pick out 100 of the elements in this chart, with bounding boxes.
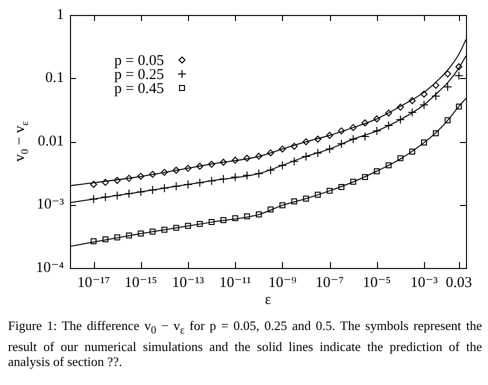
point: [195, 178, 204, 188]
x-tick-label: 10⁻¹⁷: [77, 274, 110, 291]
point: [196, 220, 203, 227]
point: [408, 97, 416, 104]
point: [256, 211, 262, 218]
point: [267, 149, 274, 156]
point: [207, 176, 216, 186]
point: [303, 196, 309, 202]
point: [136, 187, 146, 196]
point: [302, 152, 311, 162]
point: [350, 178, 356, 185]
point: [432, 130, 439, 136]
point: [185, 222, 191, 229]
point: [290, 142, 298, 150]
y-tick-label: 0.1: [45, 70, 64, 86]
x-axis-title: ε: [264, 292, 272, 308]
point: [408, 108, 417, 117]
point: [420, 90, 428, 98]
x-tick-label: 10⁻¹¹: [219, 274, 252, 291]
point: [373, 115, 380, 122]
point: [255, 152, 262, 160]
y-axis-title: v0 − vε: [12, 120, 31, 162]
point: [138, 230, 144, 236]
point: [326, 188, 333, 194]
x-tick-label: 10⁻⁹: [268, 274, 296, 291]
point: [90, 180, 98, 188]
point: [362, 119, 369, 126]
point: [266, 166, 276, 175]
point: [126, 232, 132, 238]
x-tick-label: 10⁻⁵: [362, 274, 391, 291]
point: [150, 228, 156, 235]
caption: Figure 1: The difference v$_{0}$ − v$_{ε}$ for p = 0.05, 0.25 and 0.5. The symbols represent the result of our numerical simulations and the solid lines indicate the prediction of the analysis of section ??.: [8, 318, 482, 369]
point: [102, 236, 108, 242]
point: [420, 100, 429, 110]
point: [90, 238, 97, 244]
point: [360, 132, 370, 141]
point: [409, 148, 416, 155]
point: [268, 206, 274, 212]
point: [126, 174, 132, 182]
point: [149, 170, 156, 178]
point: [100, 192, 110, 202]
point: [338, 127, 345, 134]
point: [242, 170, 252, 180]
point: [279, 202, 286, 208]
point: [232, 156, 239, 164]
point: [456, 104, 462, 110]
point: [397, 155, 404, 162]
point: [148, 186, 158, 195]
point: [232, 215, 238, 222]
point: [362, 174, 368, 180]
point: [196, 162, 204, 170]
point: [161, 226, 168, 233]
point: [137, 172, 144, 180]
point: [173, 224, 180, 231]
point: [455, 63, 462, 70]
point: [114, 234, 120, 240]
point: [278, 160, 287, 170]
point: [421, 140, 428, 146]
point: [454, 71, 464, 80]
legend-label: p = 0.45: [114, 81, 164, 97]
point: [326, 132, 334, 139]
point: [112, 191, 122, 200]
point: [374, 168, 380, 174]
x-tick-label: 10⁻³: [410, 274, 438, 291]
point: [313, 148, 322, 158]
point: [350, 124, 357, 132]
point: [444, 70, 452, 78]
point: [314, 136, 322, 143]
legend-label: p = 0.05: [114, 53, 164, 69]
point: [172, 182, 181, 191]
point: [386, 162, 392, 168]
point: [220, 217, 226, 224]
point: [348, 134, 358, 144]
y-tick-label: 10⁻⁴: [36, 260, 64, 276]
point: [89, 194, 98, 204]
y-tick-label: 1: [56, 6, 64, 23]
point: [325, 144, 334, 154]
point: [431, 92, 440, 101]
point: [124, 189, 134, 198]
point: [230, 172, 240, 182]
x-tick-label: 10⁻⁷: [316, 274, 344, 291]
x-tick-label: 10⁻¹³: [172, 274, 204, 291]
point: [160, 184, 169, 193]
point: [291, 198, 298, 204]
point: [184, 164, 192, 172]
point: [208, 219, 215, 226]
point: [338, 184, 344, 190]
point: [432, 82, 440, 89]
point: [244, 213, 250, 220]
point: [385, 110, 392, 117]
legend-label: p = 0.25: [114, 67, 164, 83]
point: [444, 117, 451, 124]
point: [384, 121, 394, 130]
point: [314, 192, 321, 198]
y-tick-label: 0.01: [38, 133, 64, 150]
point: [244, 154, 251, 162]
point: [396, 115, 405, 124]
point: [114, 176, 121, 184]
point: [336, 139, 346, 148]
point: [208, 160, 216, 168]
